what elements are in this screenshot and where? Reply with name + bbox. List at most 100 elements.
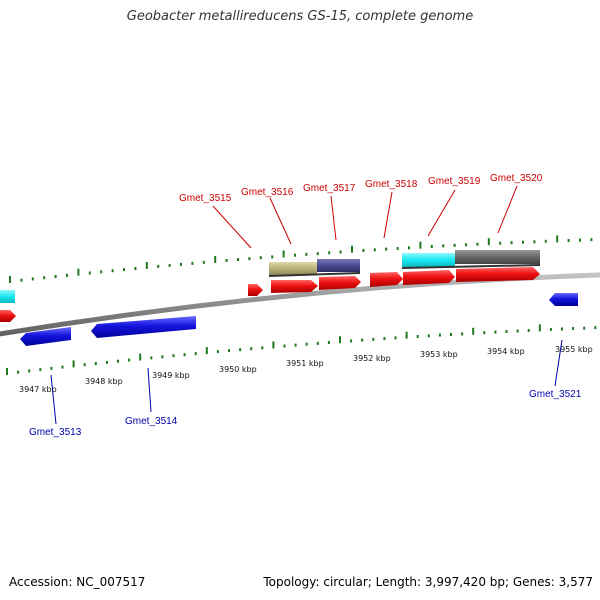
olive-feature xyxy=(269,262,317,275)
leader-gmet-3517 xyxy=(330,195,337,241)
minor-tick xyxy=(527,329,530,332)
map-title: Geobacter metallireducens GS-15, complet… xyxy=(126,9,474,24)
gene-arrow-gmet-3515[interactable] xyxy=(248,284,263,296)
minor-tick xyxy=(83,363,86,367)
gene-label-gmet-3515[interactable]: Gmet_3515 xyxy=(179,193,232,204)
minor-tick xyxy=(271,255,274,259)
feature-track xyxy=(0,250,540,303)
major-tick xyxy=(282,250,285,258)
gene-label-gmet-3513[interactable]: Gmet_3513 xyxy=(29,427,82,438)
minor-tick xyxy=(594,326,597,330)
minor-tick xyxy=(43,276,46,280)
minor-tick xyxy=(180,262,182,266)
kbp-label-3954: 3954 kbp xyxy=(487,347,525,356)
minor-tick xyxy=(396,247,399,250)
kbp-labels: 3947 kbp 3948 kbp 3949 kbp 3950 kbp 3951… xyxy=(19,345,593,394)
kbp-label-3952: 3952 kbp xyxy=(353,354,391,363)
minor-tick xyxy=(362,249,365,252)
minor-tick xyxy=(294,253,296,257)
minor-tick xyxy=(105,360,108,364)
minor-tick xyxy=(150,356,153,360)
minor-tick xyxy=(157,264,160,268)
gene-arrow-gmet-3516[interactable] xyxy=(271,280,318,293)
major-tick xyxy=(351,245,353,253)
accession-text: Accession: NC_007517 xyxy=(9,575,146,589)
gene-label-gmet-3519[interactable]: Gmet_3519 xyxy=(428,176,481,187)
minor-tick xyxy=(427,334,430,338)
minor-tick xyxy=(88,271,91,275)
minor-tick xyxy=(483,331,486,335)
gene-label-gmet-3514[interactable]: Gmet_3514 xyxy=(125,416,178,427)
minor-tick xyxy=(510,241,513,245)
minor-tick xyxy=(373,248,376,252)
minor-tick xyxy=(94,362,97,365)
gene-label-gmet-3520[interactable]: Gmet_3520 xyxy=(490,173,543,184)
minor-tick xyxy=(123,268,125,272)
gene-arrow-gmet-3517[interactable] xyxy=(319,276,361,290)
minor-tick xyxy=(583,326,586,330)
minor-tick xyxy=(372,337,375,341)
gene-label-gmet-3521[interactable]: Gmet_3521 xyxy=(529,389,582,400)
minor-tick xyxy=(128,358,131,362)
minor-tick xyxy=(327,341,330,344)
minor-tick xyxy=(461,332,464,336)
kbp-label-3949: 3949 kbp xyxy=(152,371,190,380)
major-tick xyxy=(538,324,541,332)
outer-tick-ring xyxy=(9,235,593,283)
minor-tick xyxy=(544,239,547,243)
major-tick xyxy=(487,238,490,246)
minor-tick xyxy=(20,278,23,282)
minor-tick xyxy=(134,267,137,270)
minor-tick xyxy=(385,247,388,251)
minor-tick xyxy=(465,243,467,247)
minor-tick xyxy=(168,263,171,267)
gene-arrow-gmet-3514[interactable] xyxy=(91,316,196,338)
minor-tick xyxy=(239,348,242,352)
major-tick xyxy=(419,241,422,249)
gene-arrow-gmet-3518[interactable] xyxy=(370,272,403,287)
minor-tick xyxy=(572,327,575,330)
minor-tick xyxy=(117,359,119,363)
minor-tick xyxy=(316,252,319,256)
gene-arrow-gmet-3513[interactable] xyxy=(20,327,71,346)
leader-gmet-3520 xyxy=(497,185,518,234)
major-tick xyxy=(145,262,148,269)
gene-arrow-gmet-3521[interactable] xyxy=(549,293,578,306)
minor-tick xyxy=(567,239,570,242)
major-tick xyxy=(339,336,341,344)
minor-tick xyxy=(39,368,42,372)
genome-summary-text: Topology: circular; Length: 3,997,420 bp… xyxy=(263,575,593,589)
reverse-gene-labels: Gmet_3513 Gmet_3514 Gmet_3521 xyxy=(29,389,582,438)
minor-tick xyxy=(28,369,31,373)
leader-gmet-3515 xyxy=(212,205,252,249)
cyan-feature xyxy=(402,253,455,267)
minor-tick xyxy=(438,333,441,337)
minor-tick xyxy=(305,342,308,346)
major-tick xyxy=(556,235,559,243)
forward-label-leaders xyxy=(212,185,518,249)
major-tick xyxy=(205,347,208,355)
minor-tick xyxy=(17,370,20,374)
gene-arrow-gmet-3519[interactable] xyxy=(403,270,455,285)
gene-label-gmet-3517[interactable]: Gmet_3517 xyxy=(303,183,356,194)
minor-tick xyxy=(248,257,251,261)
minor-tick xyxy=(161,355,164,359)
leader-gmet-3518 xyxy=(383,191,393,239)
leader-gmet-3514 xyxy=(147,367,152,413)
gene-label-gmet-3518[interactable]: Gmet_3518 xyxy=(365,179,418,190)
gene-arrow-left-edge xyxy=(0,310,16,322)
minor-tick xyxy=(579,238,581,242)
minor-tick xyxy=(261,346,264,350)
forward-gene-track xyxy=(0,267,540,322)
minor-tick xyxy=(408,246,410,250)
gene-label-gmet-3516[interactable]: Gmet_3516 xyxy=(241,187,294,198)
kbp-label-3951: 3951 kbp xyxy=(286,359,324,368)
major-tick xyxy=(6,368,8,375)
gene-arrow-gmet-3520[interactable] xyxy=(456,267,540,282)
minor-tick xyxy=(216,350,219,354)
kbp-label-3947: 3947 kbp xyxy=(19,385,57,394)
minor-tick xyxy=(111,269,114,273)
minor-tick xyxy=(533,240,536,244)
forward-gene-labels: Gmet_3515 Gmet_3516 Gmet_3517 Gmet_3518 … xyxy=(179,173,543,204)
kbp-label-3953: 3953 kbp xyxy=(420,350,458,359)
